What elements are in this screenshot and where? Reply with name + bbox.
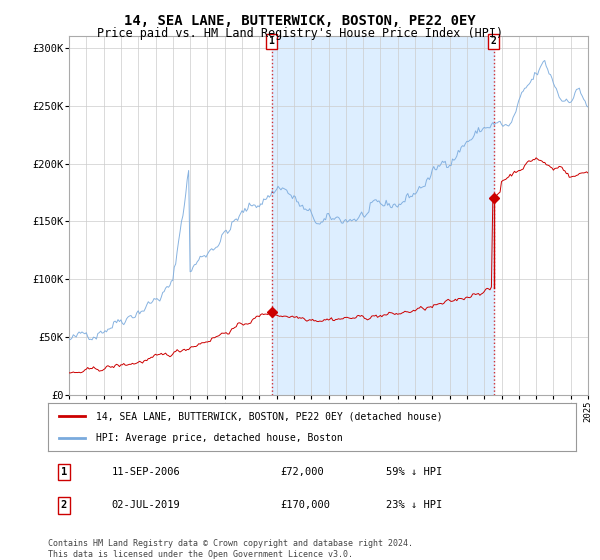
Text: 2: 2 — [491, 36, 497, 46]
Text: HPI: Average price, detached house, Boston: HPI: Average price, detached house, Bost… — [95, 433, 342, 443]
Text: 14, SEA LANE, BUTTERWICK, BOSTON, PE22 0EY (detached house): 14, SEA LANE, BUTTERWICK, BOSTON, PE22 0… — [95, 411, 442, 421]
Text: £72,000: £72,000 — [280, 467, 324, 477]
Text: 11-SEP-2006: 11-SEP-2006 — [112, 467, 180, 477]
Text: 1: 1 — [61, 467, 67, 477]
Text: Price paid vs. HM Land Registry's House Price Index (HPI): Price paid vs. HM Land Registry's House … — [97, 27, 503, 40]
Bar — [272, 36, 494, 395]
Text: £170,000: £170,000 — [280, 501, 331, 510]
Text: Contains HM Land Registry data © Crown copyright and database right 2024.
This d: Contains HM Land Registry data © Crown c… — [48, 539, 413, 559]
Text: 59% ↓ HPI: 59% ↓ HPI — [386, 467, 442, 477]
Text: 1: 1 — [269, 36, 274, 46]
Text: 14, SEA LANE, BUTTERWICK, BOSTON, PE22 0EY: 14, SEA LANE, BUTTERWICK, BOSTON, PE22 0… — [124, 14, 476, 28]
Text: 2: 2 — [61, 501, 67, 510]
Text: 02-JUL-2019: 02-JUL-2019 — [112, 501, 180, 510]
Text: 23% ↓ HPI: 23% ↓ HPI — [386, 501, 442, 510]
